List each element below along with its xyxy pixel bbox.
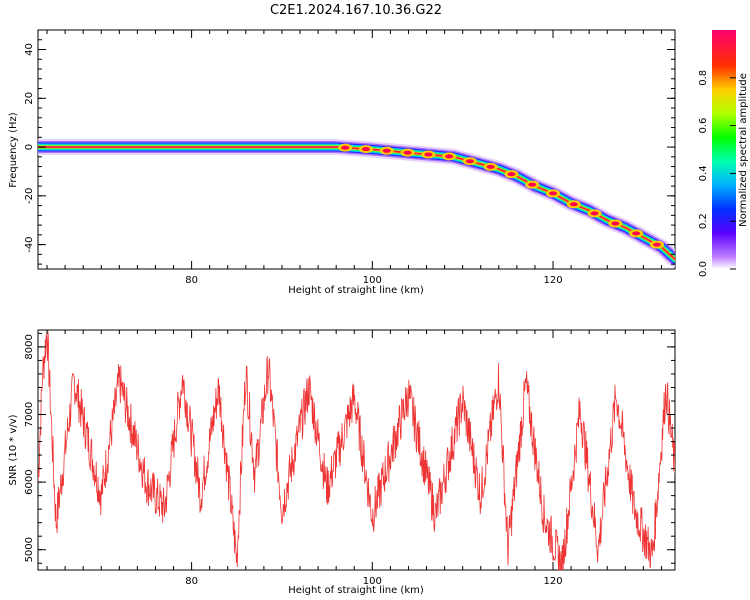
snr-series-line <box>38 331 675 570</box>
ridge-blob-core <box>632 231 641 236</box>
ridge-blob-core <box>465 159 474 164</box>
x-tick-label: 120 <box>543 275 562 286</box>
ridge-blob-core <box>590 211 599 216</box>
ridge-blob-core <box>549 191 558 196</box>
spectrogram-x-ticks: 80 100 120 <box>46 30 662 286</box>
spectrogram-x-label: Height of straight line (km) <box>288 285 424 296</box>
chart-title: C2E1.2024.167.10.36.G22 <box>270 3 442 18</box>
ridge-blob-core <box>528 182 537 187</box>
ridge-blob-core <box>382 148 391 153</box>
spectrogram-y-ticks: -40 -20 0 20 40 <box>24 29 675 265</box>
x-tick-label: 100 <box>363 275 382 286</box>
ridge-blob-core <box>403 150 412 155</box>
colorbar-ticks: 0.0 0.2 0.4 0.6 0.8 <box>698 70 736 277</box>
snr-y-label: SNR (10 * v/v) <box>8 414 19 485</box>
y-tick-label: 6000 <box>24 469 35 494</box>
colorbar-tick-label: 0.6 <box>698 118 709 134</box>
ridge-blob-core <box>611 221 620 226</box>
snr-y-ticks: 5000 6000 7000 8000 <box>24 332 675 564</box>
snr-panel: 80 100 120 5000 6000 7000 8000 Height of stra… <box>8 329 676 596</box>
spectrogram-panel: 80 100 120 -40 -20 0 20 40 Height of straight … <box>8 29 676 296</box>
x-tick-label: 80 <box>185 275 198 286</box>
y-tick-label: 0 <box>24 144 35 150</box>
ridge-blob-core <box>507 172 516 177</box>
ridge-band-6 <box>38 146 675 261</box>
colorbar: 0.0 0.2 0.4 0.6 0.8 Normalized spectral ampl… <box>698 30 749 277</box>
ridge-blob-core <box>445 154 454 159</box>
ridge-blob-core <box>341 145 350 150</box>
x-tick-label: 100 <box>363 576 382 587</box>
colorbar-gradient <box>712 30 736 269</box>
ridge-blob-core <box>486 164 495 169</box>
snr-x-label: Height of straight line (km) <box>288 585 424 596</box>
y-tick-label: 5000 <box>24 537 35 562</box>
y-tick-label: 7000 <box>24 402 35 427</box>
colorbar-tick-label: 0.2 <box>698 213 709 229</box>
colorbar-tick-label: 0.4 <box>698 165 709 181</box>
colorbar-tick-label: 0.8 <box>698 70 709 86</box>
ridge-blob-core <box>652 242 661 247</box>
y-tick-label: -20 <box>24 188 35 204</box>
spectrogram-y-label: Frequency (Hz) <box>8 112 19 188</box>
x-tick-label: 80 <box>185 576 198 587</box>
ridge-blob-core <box>424 152 433 157</box>
snr-frame <box>37 329 676 571</box>
spectrogram-ridge <box>38 139 675 268</box>
ridge-blob-core <box>569 202 578 207</box>
colorbar-label: Normalized spectral amplitude <box>738 73 749 227</box>
y-tick-label: 20 <box>24 92 35 105</box>
y-tick-label: 40 <box>24 43 35 56</box>
y-tick-label: -40 <box>24 236 35 252</box>
snr-x-ticks: 80 100 120 <box>46 330 662 587</box>
colorbar-tick-label: 0.0 <box>698 261 709 277</box>
y-tick-label: 8000 <box>24 334 35 359</box>
x-tick-label: 120 <box>543 576 562 587</box>
ridge-blob-core <box>361 147 370 152</box>
